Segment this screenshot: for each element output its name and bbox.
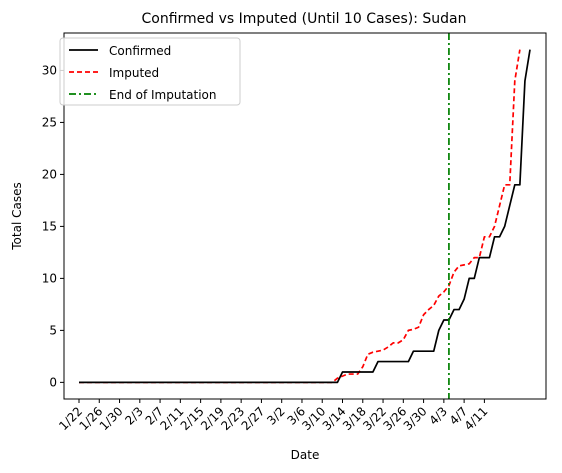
x-axis-label: Date [291, 448, 320, 462]
legend-end-of-imputation-label: End of Imputation [109, 88, 217, 102]
y-tick-label: 25 [42, 115, 57, 129]
y-tick-label: 30 [42, 63, 57, 77]
legend-frame [59, 37, 241, 106]
y-tick-label: 10 [42, 271, 57, 285]
plot-area [79, 33, 531, 399]
legend: Confirmed Imputed End of Imputation [59, 37, 241, 106]
y-tick-label: 0 [49, 375, 57, 389]
y-tick-label: 5 [49, 323, 57, 337]
y-tick-label: 15 [42, 219, 57, 233]
series-line-confirmed [79, 49, 531, 384]
legend-imputed-label: Imputed [109, 66, 159, 80]
chart-title: Confirmed vs Imputed (Until 10 Cases): S… [142, 11, 467, 27]
plot-frame [63, 32, 547, 400]
y-axis: 0 5 10 15 20 25 30 [42, 63, 64, 389]
y-axis-label: Total Cases [10, 182, 24, 250]
y-tick-label: 20 [42, 167, 57, 181]
legend-confirmed-label: Confirmed [109, 44, 171, 58]
